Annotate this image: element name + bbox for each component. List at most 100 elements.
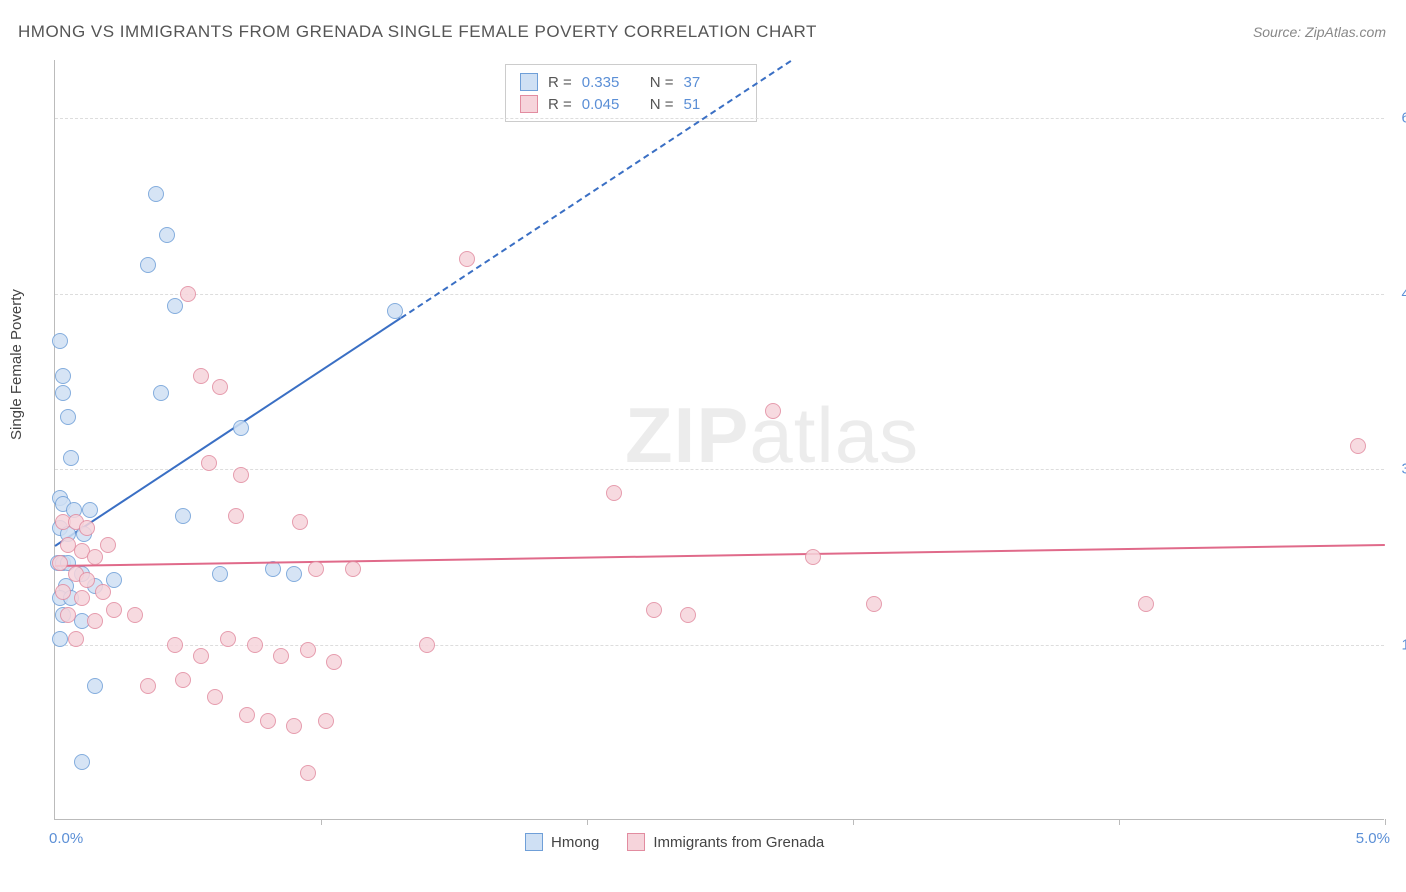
data-point xyxy=(233,467,249,483)
data-point xyxy=(74,754,90,770)
data-point xyxy=(419,637,435,653)
data-point xyxy=(260,713,276,729)
data-point xyxy=(459,251,475,267)
legend-correlation: R = 0.335 N = 37 R = 0.045 N = 51 xyxy=(505,64,757,122)
chart-header: HMONG VS IMMIGRANTS FROM GRENADA SINGLE … xyxy=(18,22,1386,42)
chart-title: HMONG VS IMMIGRANTS FROM GRENADA SINGLE … xyxy=(18,22,817,42)
data-point xyxy=(286,718,302,734)
data-point xyxy=(52,555,68,571)
x-tick-mark xyxy=(1385,819,1386,825)
data-point xyxy=(345,561,361,577)
data-point xyxy=(63,450,79,466)
legend-item: Immigrants from Grenada xyxy=(627,833,824,851)
data-point xyxy=(68,631,84,647)
data-point xyxy=(680,607,696,623)
gridline xyxy=(55,118,1384,119)
data-point xyxy=(318,713,334,729)
y-tick-label: 45.0% xyxy=(1389,285,1406,302)
data-point xyxy=(79,572,95,588)
data-point xyxy=(300,642,316,658)
data-point xyxy=(247,637,263,653)
n-label: N = xyxy=(650,96,674,113)
legend-series: Hmong Immigrants from Grenada xyxy=(525,833,824,851)
data-point xyxy=(220,631,236,647)
data-point xyxy=(765,403,781,419)
gridline xyxy=(55,469,1384,470)
data-point xyxy=(127,607,143,623)
x-tick-mark xyxy=(321,819,322,825)
data-point xyxy=(866,596,882,612)
data-point xyxy=(148,186,164,202)
data-point xyxy=(79,520,95,536)
data-point xyxy=(606,485,622,501)
data-point xyxy=(201,455,217,471)
data-point xyxy=(55,385,71,401)
data-point xyxy=(387,303,403,319)
data-point xyxy=(140,257,156,273)
chart-source: Source: ZipAtlas.com xyxy=(1253,24,1386,40)
data-point xyxy=(167,637,183,653)
data-point xyxy=(87,678,103,694)
data-point xyxy=(95,584,111,600)
n-value: 37 xyxy=(684,74,728,91)
n-value: 51 xyxy=(684,96,728,113)
data-point xyxy=(82,502,98,518)
data-point xyxy=(239,707,255,723)
gridline xyxy=(55,294,1384,295)
data-point xyxy=(212,566,228,582)
r-label: R = xyxy=(548,96,572,113)
r-value: 0.335 xyxy=(582,74,626,91)
x-tick-mark xyxy=(1119,819,1120,825)
y-tick-label: 15.0% xyxy=(1389,636,1406,653)
legend-row: R = 0.045 N = 51 xyxy=(520,93,742,115)
x-tick-mark xyxy=(853,819,854,825)
data-point xyxy=(100,537,116,553)
data-point xyxy=(167,298,183,314)
legend-swatch-icon xyxy=(627,833,645,851)
y-axis-label: Single Female Poverty xyxy=(8,289,25,440)
data-point xyxy=(646,602,662,618)
legend-swatch-icon xyxy=(520,95,538,113)
data-point xyxy=(87,549,103,565)
watermark-bold: ZIP xyxy=(625,391,749,479)
legend-item: Hmong xyxy=(525,833,599,851)
data-point xyxy=(55,368,71,384)
r-value: 0.045 xyxy=(582,96,626,113)
legend-swatch-icon xyxy=(525,833,543,851)
data-point xyxy=(193,368,209,384)
data-point xyxy=(326,654,342,670)
data-point xyxy=(175,508,191,524)
data-point xyxy=(292,514,308,530)
data-point xyxy=(52,333,68,349)
data-point xyxy=(228,508,244,524)
r-label: R = xyxy=(548,74,572,91)
n-label: N = xyxy=(650,74,674,91)
plot-area: ZIPatlas R = 0.335 N = 37 R = 0.045 N = … xyxy=(54,60,1384,820)
data-point xyxy=(207,689,223,705)
legend-swatch-icon xyxy=(520,73,538,91)
data-point xyxy=(153,385,169,401)
data-point xyxy=(52,631,68,647)
x-tick-mark xyxy=(587,819,588,825)
data-point xyxy=(300,765,316,781)
data-point xyxy=(87,613,103,629)
legend-label: Hmong xyxy=(551,834,599,851)
x-tick-label: 0.0% xyxy=(49,830,83,847)
y-tick-label: 30.0% xyxy=(1389,461,1406,478)
data-point xyxy=(159,227,175,243)
data-point xyxy=(286,566,302,582)
data-point xyxy=(308,561,324,577)
data-point xyxy=(1350,438,1366,454)
data-point xyxy=(60,409,76,425)
data-point xyxy=(140,678,156,694)
data-point xyxy=(193,648,209,664)
data-point xyxy=(106,602,122,618)
data-point xyxy=(175,672,191,688)
data-point xyxy=(180,286,196,302)
data-point xyxy=(74,590,90,606)
data-point xyxy=(273,648,289,664)
data-point xyxy=(805,549,821,565)
y-tick-label: 60.0% xyxy=(1389,110,1406,127)
legend-row: R = 0.335 N = 37 xyxy=(520,71,742,93)
data-point xyxy=(55,584,71,600)
